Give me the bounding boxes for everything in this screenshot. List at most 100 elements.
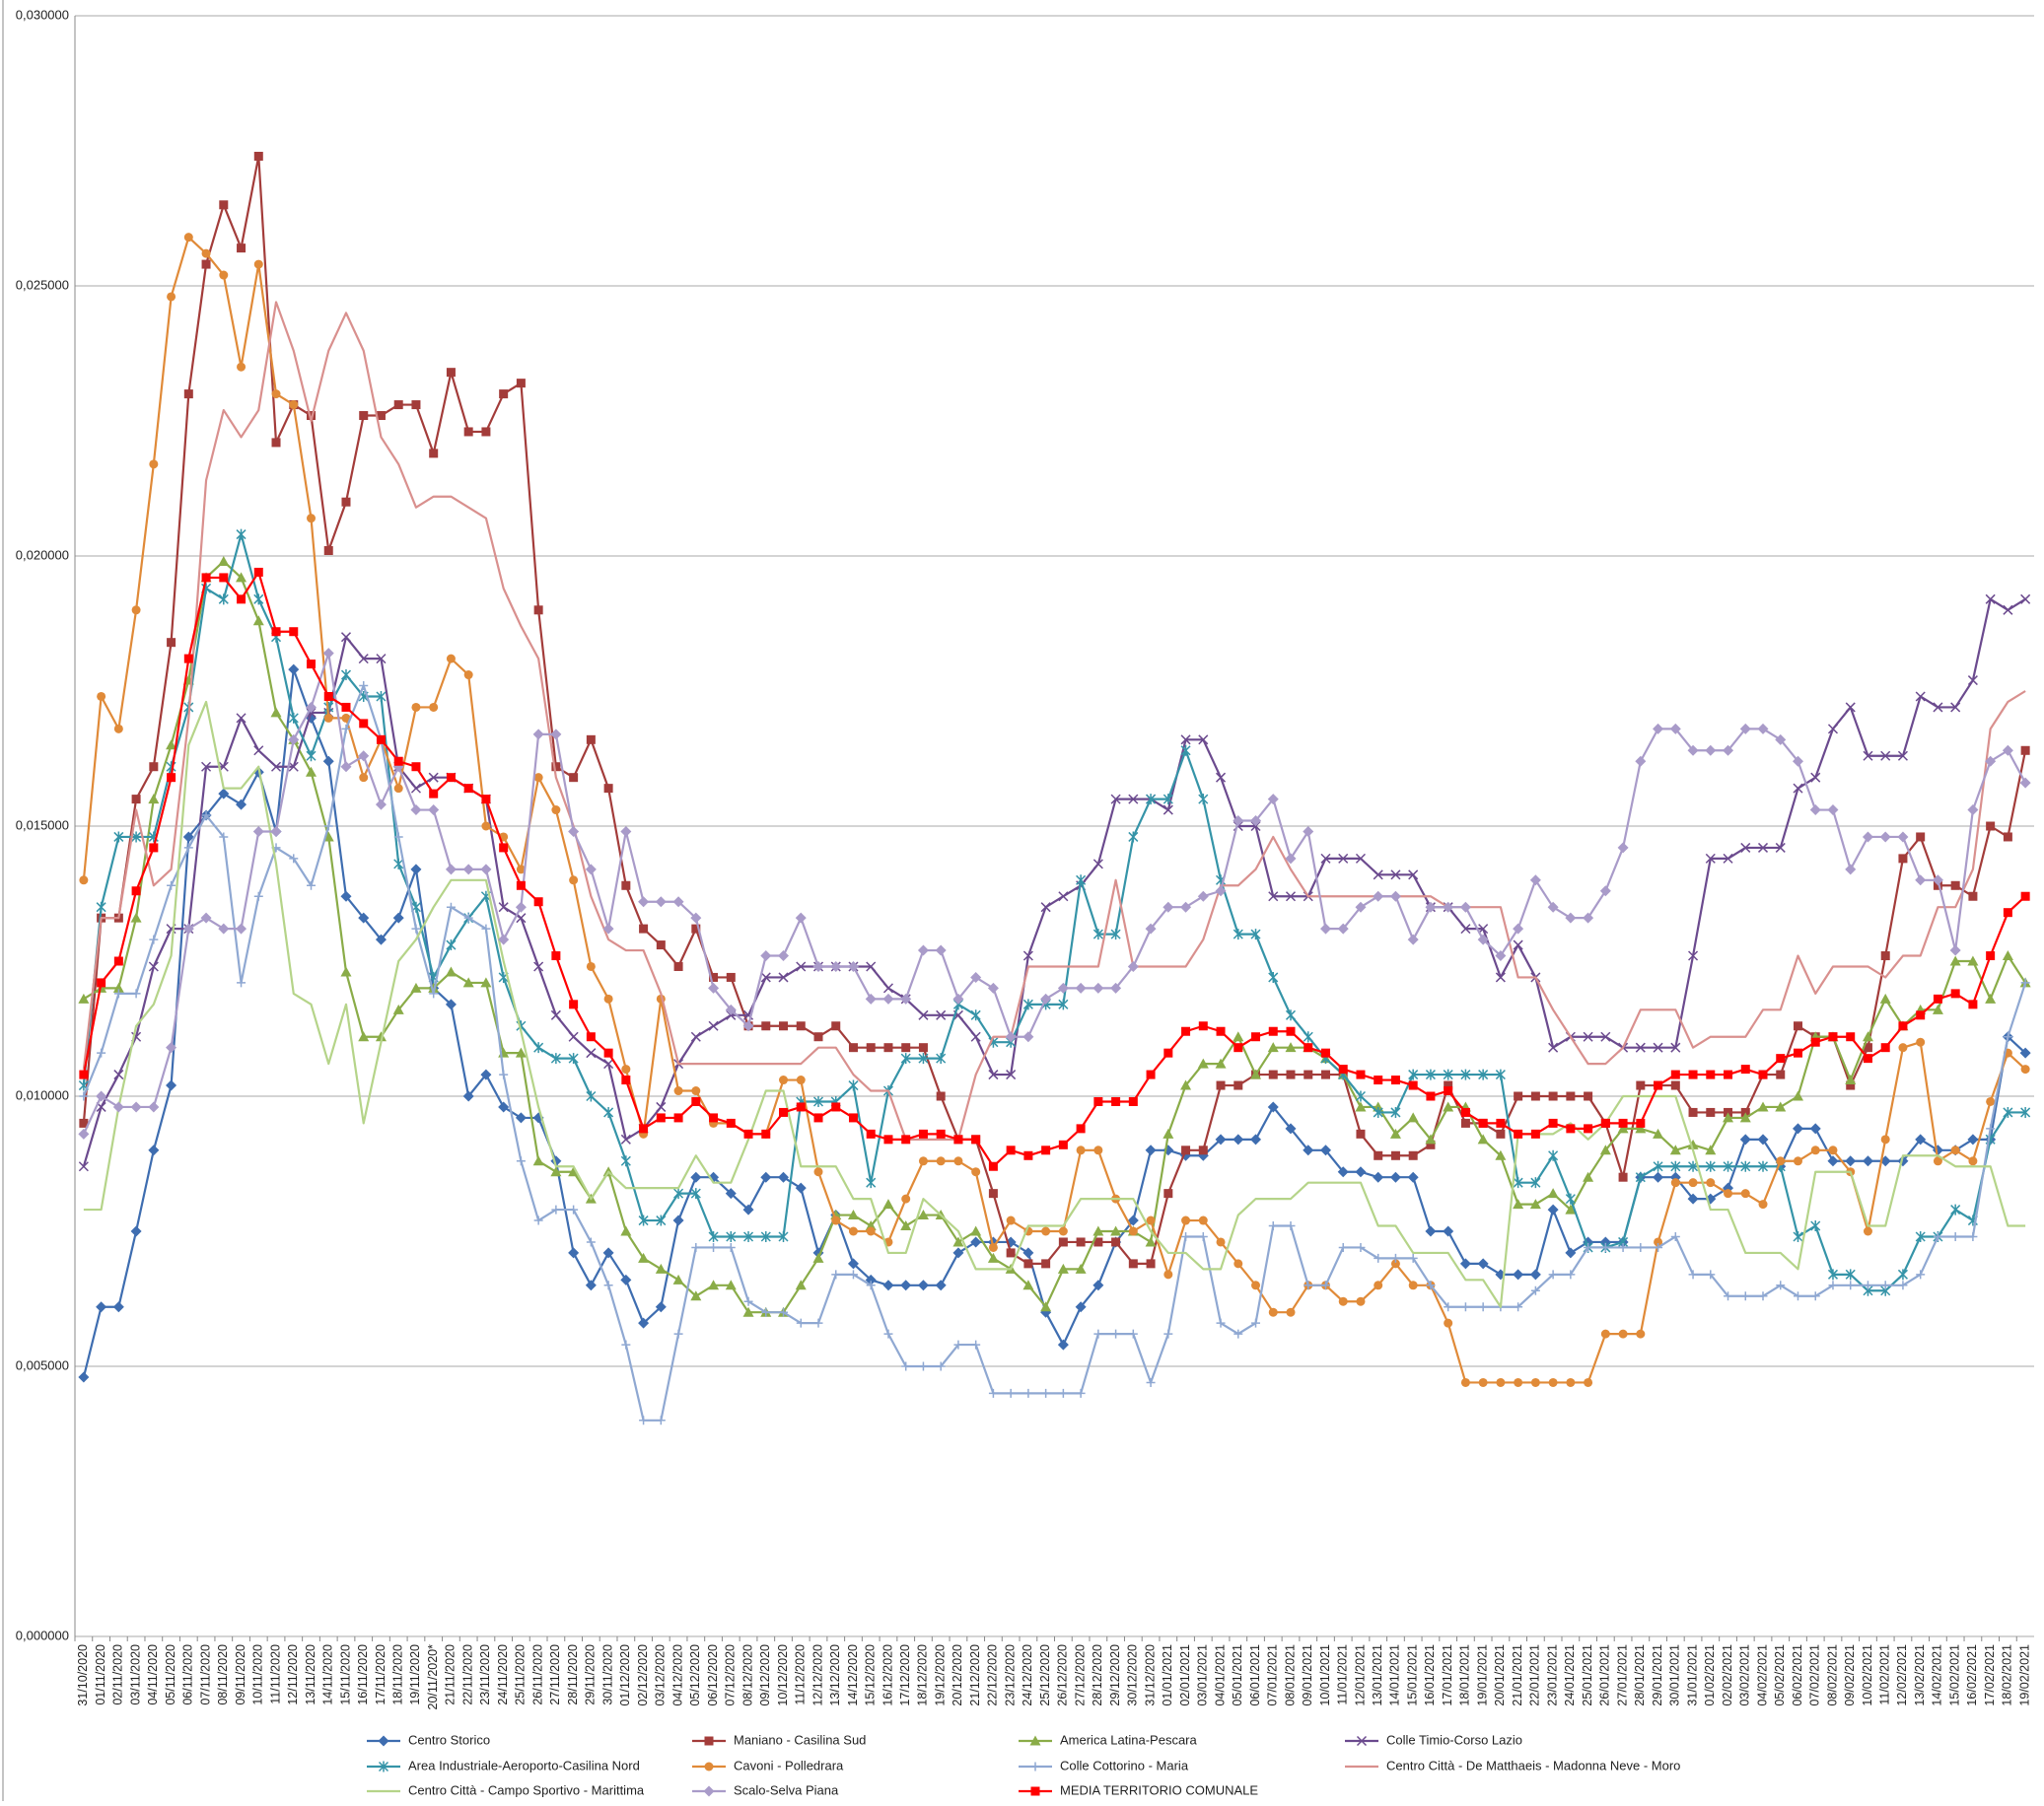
marker — [96, 901, 106, 913]
marker — [113, 831, 124, 843]
x-tick-label: 28/01/2021 — [1633, 1644, 1647, 1706]
legend-label: Area Industriale-Aeroporto-Casilina Nord — [408, 1758, 640, 1772]
y-tick-label: 0,020000 — [16, 547, 69, 562]
marker — [1146, 1259, 1156, 1269]
marker — [1880, 1135, 1890, 1145]
marker — [1181, 1146, 1191, 1155]
marker — [411, 702, 421, 712]
marker — [709, 1242, 719, 1252]
marker — [866, 1043, 876, 1053]
marker — [1775, 842, 1786, 853]
marker — [847, 1258, 859, 1270]
marker — [1408, 1150, 1418, 1160]
x-tick-label: 21/12/2020 — [968, 1644, 982, 1706]
marker — [79, 1118, 89, 1128]
marker — [1146, 794, 1157, 805]
x-tick-label: 09/02/2021 — [1843, 1644, 1857, 1706]
marker — [1862, 831, 1873, 843]
marker — [1565, 912, 1577, 924]
marker — [568, 1053, 579, 1065]
legend-label: MEDIA TERRITORIO COMUNALE — [1060, 1782, 1258, 1797]
marker — [1776, 1156, 1786, 1166]
marker — [1286, 1221, 1296, 1231]
marker — [725, 1004, 737, 1015]
marker — [1529, 1269, 1541, 1281]
marker — [1111, 1329, 1121, 1339]
marker — [778, 950, 790, 962]
marker — [253, 891, 263, 901]
x-tick-label: 29/01/2021 — [1651, 1644, 1664, 1706]
x-tick-label: 26/11/2020 — [530, 1644, 544, 1705]
marker — [1654, 1080, 1663, 1090]
y-tick-label: 0,005000 — [16, 1357, 69, 1372]
marker — [219, 270, 229, 280]
x-tick-label: 30/12/2020 — [1126, 1644, 1140, 1706]
series-line — [82, 301, 2026, 1141]
x-tick-label: 26/12/2020 — [1056, 1644, 1070, 1706]
marker — [376, 411, 386, 421]
marker — [1950, 989, 1960, 999]
marker — [253, 259, 263, 269]
marker — [1459, 901, 1471, 913]
marker — [639, 1416, 649, 1425]
marker — [1040, 902, 1051, 913]
marker — [1933, 1231, 1942, 1241]
x-tick-label: 17/02/2021 — [1983, 1644, 1997, 1706]
marker — [602, 1247, 614, 1259]
marker — [1197, 1058, 1209, 1069]
marker — [1654, 1237, 1663, 1247]
series — [79, 681, 2030, 1425]
x-tick-label: 11/12/2020 — [794, 1644, 808, 1705]
marker — [79, 875, 89, 885]
marker — [550, 1166, 562, 1177]
marker — [1268, 1070, 1278, 1079]
marker — [341, 497, 351, 507]
marker — [97, 691, 106, 701]
marker — [411, 400, 421, 410]
marker — [341, 724, 351, 733]
marker — [1075, 982, 1087, 994]
marker — [1933, 1156, 1942, 1166]
marker — [1408, 1069, 1419, 1080]
marker — [428, 804, 440, 816]
marker — [131, 605, 141, 615]
marker — [1444, 1086, 1453, 1096]
marker — [1897, 831, 1909, 843]
marker — [830, 960, 842, 972]
marker — [638, 896, 650, 908]
x-tick-label: 20/12/2020 — [951, 1644, 964, 1706]
marker — [1304, 1070, 1313, 1079]
marker — [1092, 859, 1103, 869]
marker — [1163, 1189, 1173, 1199]
legend-marker — [378, 1761, 389, 1772]
marker — [1460, 1107, 1470, 1117]
marker — [690, 912, 702, 924]
marker — [1495, 1069, 1506, 1080]
marker — [1443, 1101, 1454, 1112]
marker — [1529, 1199, 1541, 1210]
marker — [1758, 1070, 1768, 1079]
marker — [1706, 1107, 1716, 1117]
marker — [1827, 1269, 1839, 1281]
marker — [113, 989, 123, 999]
marker — [340, 890, 352, 902]
marker — [620, 1155, 631, 1167]
marker — [182, 831, 194, 843]
marker — [167, 880, 176, 890]
x-tick-label: 09/11/2020 — [234, 1644, 247, 1705]
marker — [1180, 901, 1192, 913]
marker — [112, 982, 124, 993]
marker — [481, 427, 491, 437]
marker — [463, 427, 473, 437]
marker — [568, 1166, 580, 1177]
marker — [655, 1301, 667, 1313]
marker — [812, 1095, 824, 1107]
marker — [1319, 1145, 1331, 1156]
marker — [638, 1252, 650, 1263]
marker — [306, 701, 317, 713]
marker — [516, 880, 526, 890]
marker — [1320, 1070, 1330, 1079]
legend-label: America Latina-Pescara — [1060, 1732, 1197, 1747]
marker — [691, 1096, 701, 1106]
marker — [917, 1280, 929, 1291]
